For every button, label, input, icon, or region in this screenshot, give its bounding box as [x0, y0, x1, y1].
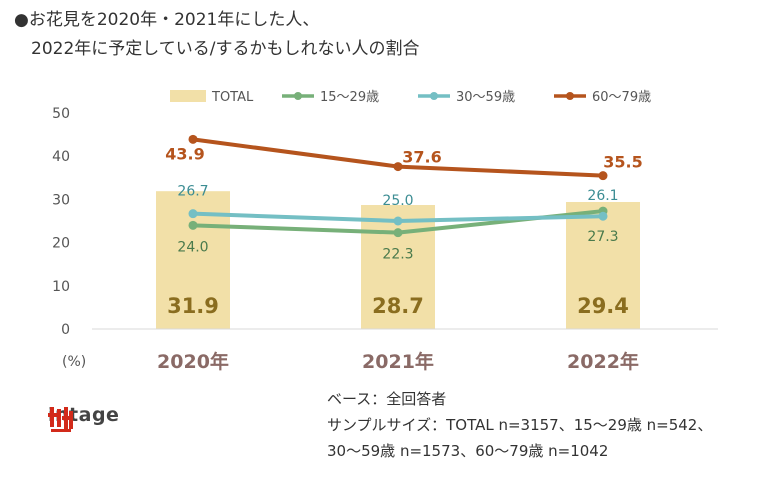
legend-marker-15〜29歳 — [294, 92, 302, 100]
data-label-30〜59歳: 26.1 — [587, 188, 618, 204]
y-tick-label: 10 — [52, 279, 70, 295]
data-label-60〜79歳: 35.5 — [603, 153, 642, 172]
intage-logo: intage — [48, 404, 119, 432]
series-point-60〜79歳 — [598, 171, 608, 181]
series-point-30〜59歳 — [598, 211, 608, 221]
x-category-label: 2022年 — [567, 350, 639, 373]
bar-value-label: 29.4 — [577, 294, 629, 318]
series-point-30〜59歳 — [188, 209, 198, 219]
series-point-60〜79歳 — [188, 134, 198, 144]
y-tick-label: 30 — [52, 192, 70, 208]
data-label-30〜59歳: 25.0 — [382, 193, 413, 209]
legend-label-30〜59歳: 30〜59歳 — [456, 90, 515, 105]
bar-total-2022年 — [566, 201, 640, 329]
y-tick-label: 50 — [52, 106, 70, 122]
series-point-60〜79歳 — [393, 162, 403, 172]
legend-label-60〜79歳: 60〜79歳 — [592, 90, 651, 105]
bar-total-2021年 — [361, 205, 435, 329]
unit-label: (%) — [62, 354, 86, 370]
data-label-15〜29歳: 27.3 — [587, 229, 618, 245]
series-point-15〜29歳 — [393, 228, 403, 238]
data-label-15〜29歳: 24.0 — [177, 239, 208, 255]
legend-label-15〜29歳: 15〜29歳 — [320, 90, 379, 105]
x-category-label: 2021年 — [362, 350, 434, 373]
y-tick-label: 20 — [52, 236, 70, 252]
legend-marker-30〜59歳 — [430, 92, 438, 100]
bar-value-label: 28.7 — [372, 294, 424, 318]
data-label-60〜79歳: 37.6 — [402, 148, 441, 167]
series-point-30〜59歳 — [393, 216, 403, 226]
y-tick-label: 0 — [61, 322, 70, 338]
chart-title: ●お花見を2020年・2021年にした人、 2022年に予定している/するかもし… — [14, 6, 419, 64]
legend-total-label: TOTAL — [211, 90, 254, 105]
data-label-30〜59歳: 26.7 — [177, 184, 208, 200]
intage-logo-mark-icon — [48, 407, 73, 432]
note-sample-2: 30〜59歳 n=1573、60〜79歳 n=1042 — [327, 442, 609, 460]
x-category-label: 2020年 — [157, 350, 229, 373]
data-label-15〜29歳: 22.3 — [382, 247, 413, 263]
notes: ベース：全回答者 サンプルサイズ：TOTAL n=3157、15〜29歳 n=5… — [327, 386, 712, 464]
note-sample-1: サンプルサイズ：TOTAL n=3157、15〜29歳 n=542、 — [327, 416, 713, 434]
title-line-1: ●お花見を2020年・2021年にした人、 — [14, 10, 320, 30]
y-tick-label: 40 — [52, 149, 70, 165]
series-point-15〜29歳 — [188, 220, 198, 230]
title-line-2: 2022年に予定している/するかもしれない人の割合 — [31, 39, 420, 59]
data-label-60〜79歳: 43.9 — [165, 144, 204, 163]
legend-marker-60〜79歳 — [566, 92, 574, 100]
legend-total-swatch — [170, 90, 206, 102]
note-base: ベース：全回答者 — [327, 390, 447, 408]
bar-value-label: 31.9 — [167, 294, 219, 318]
